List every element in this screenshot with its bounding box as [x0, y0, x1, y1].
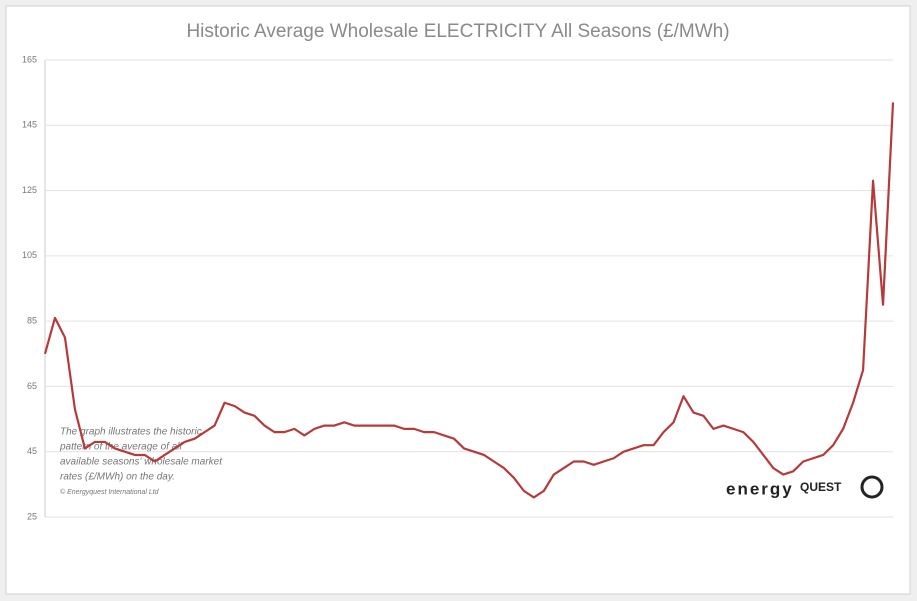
- annotation-line: available seasons' wholesale market: [60, 457, 223, 468]
- price-line: [43, 102, 895, 499]
- y-tick-label: 145: [22, 120, 37, 130]
- y-tick-label: 85: [27, 316, 37, 326]
- y-tick-label: 105: [22, 250, 37, 260]
- annotation: The graph illustrates the historic patter…: [59, 427, 223, 496]
- y-tick-label: 125: [22, 185, 37, 195]
- y-tick-label: 45: [27, 446, 37, 456]
- chart-frame: [5, 5, 911, 595]
- logo-accent: QUEST: [800, 480, 842, 494]
- y-tick-label: 165: [22, 54, 37, 64]
- annotation-line: © Energyquest International Ltd: [60, 488, 160, 496]
- y-tick-label: 65: [27, 381, 37, 391]
- annotation-line: The graph illustrates the historic: [60, 427, 202, 438]
- y-tick-label: 25: [27, 511, 37, 521]
- annotation-line: rates (£/MWh) on the day.: [60, 472, 175, 483]
- chart-title: Historic Average Wholesale ELECTRICITY A…: [186, 21, 729, 42]
- logo-word: energy: [726, 479, 794, 498]
- logo-icon: [860, 475, 884, 499]
- annotation-line: pattern of the average of all: [59, 442, 183, 453]
